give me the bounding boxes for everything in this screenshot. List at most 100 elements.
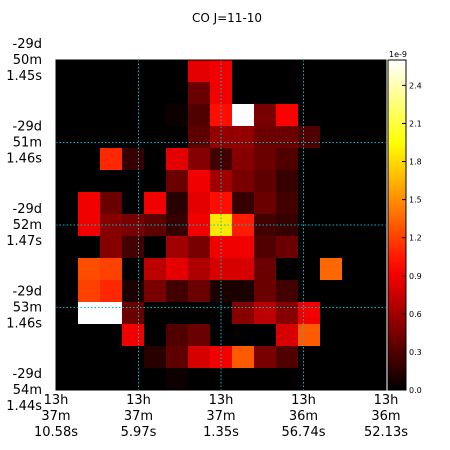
y-tick-label: -29d 50m 1.45s [6,37,42,84]
heatmap-cell [276,302,299,325]
heatmap-cell [364,60,387,83]
heatmap-cell [166,214,189,237]
heatmap-cell [254,192,277,215]
heatmap-cell [210,82,233,105]
heatmap-cell [342,346,365,369]
heatmap-cell [232,126,255,149]
heatmap-cell [144,258,167,281]
heatmap-cell [210,192,233,215]
heatmap-cell [232,192,255,215]
heatmap-cell [122,236,145,259]
heatmap-cell [166,368,189,391]
heatmap-cell [122,82,145,105]
heatmap-cell [254,236,277,259]
heatmap-cell [56,346,79,369]
plot-frame [55,59,387,391]
heatmap-cell [254,324,277,347]
heatmap-cell [320,214,343,237]
colorbar-tick-label: 0.6 [409,310,422,319]
heatmap-cell [364,258,387,281]
heatmap-cell [232,324,255,347]
heatmap-cell [364,324,387,347]
heatmap-cell [298,346,321,369]
heatmap-cell [56,236,79,259]
heatmap-cell [122,302,145,325]
heatmap-cell [298,104,321,127]
heatmap-cell [210,346,233,369]
colorbar: 1e-9 0.0 0.3 0.6 0.9 1.2 1.5 1.8 2.1 2.4 [387,50,422,395]
heatmap-cell [144,82,167,105]
heatmap-cell [188,60,211,83]
heatmap-cell [166,148,189,171]
heatmap-cell [144,280,167,303]
heatmap-cells [56,60,387,391]
colorbar-tick-label: 1.5 [409,196,422,205]
heatmap-cell [122,126,145,149]
chart-title: CO J=11-10 [192,11,262,25]
heatmap-cell [100,258,123,281]
heatmap-cell [232,258,255,281]
x-axis: 13h 37m 10.58s 13h 37m 5.97s 13h 37m 1.35s 13h 36m… [34,393,408,440]
heatmap-cell [276,82,299,105]
heatmap-cell [78,170,101,193]
heatmap-cell [188,324,211,347]
heatmap-cell [78,104,101,127]
heatmap-cell [364,302,387,325]
gridlines [56,60,386,390]
heatmap-cell [78,346,101,369]
heatmap-cell [254,170,277,193]
heatmap-cell [56,60,79,83]
heatmap-cell [56,104,79,127]
colorbar-tick-label: 1.8 [409,158,422,167]
heatmap-cell [78,214,101,237]
y-tick-label: -29d 54m 1.44s [6,367,42,414]
heatmap-cell [320,104,343,127]
heatmap-cell [122,280,145,303]
y-axis: -29d 50m 1.45s -29d 51m 1.46s -29d 52m 1.47s -29d… [6,37,42,414]
heatmap-cell [342,280,365,303]
heatmap-cell [122,324,145,347]
heatmap-cell [232,280,255,303]
heatmap-cell [342,104,365,127]
heatmap-cell [188,258,211,281]
heatmap-cell [188,126,211,149]
heatmap-cell [100,192,123,215]
heatmap-cell [56,126,79,149]
heatmap-cell [276,324,299,347]
heatmap-cell [166,280,189,303]
heatmap-cell [100,170,123,193]
heatmap-cell [298,302,321,325]
heatmap-cell [320,368,343,391]
x-tick-label: 13h 37m 5.97s [121,393,157,440]
heatmap-cell [254,148,277,171]
heatmap-cell [342,368,365,391]
heatmap-cell [122,258,145,281]
heatmap-cell [232,236,255,259]
colorbar-tick-label: 0.0 [409,386,422,395]
heatmap-cell [254,280,277,303]
heatmap-cell [100,82,123,105]
heatmap-cell [298,192,321,215]
heatmap-cell [342,82,365,105]
heatmap-cell [364,126,387,149]
x-tick-label: 13h 36m 56.74s [282,393,326,440]
heatmap-cell [144,148,167,171]
heatmap-cell [56,192,79,215]
heatmap-cell [364,236,387,259]
heatmap-cell [254,258,277,281]
heatmap-cell [276,170,299,193]
heatmap-cell [232,302,255,325]
heatmap-cell [276,192,299,215]
heatmap-cell [144,60,167,83]
heatmap-cell [210,104,233,127]
colorbar-tick-label: 1.2 [409,234,422,243]
heatmap-cell [144,346,167,369]
heatmap-cell [254,302,277,325]
heatmap-cell [232,148,255,171]
heatmap-cell [122,104,145,127]
heatmap-cell [78,126,101,149]
colorbar-tick-label: 2.1 [409,119,422,128]
heatmap-cell [254,214,277,237]
heatmap-cell [78,302,101,325]
heatmap-cell [78,258,101,281]
